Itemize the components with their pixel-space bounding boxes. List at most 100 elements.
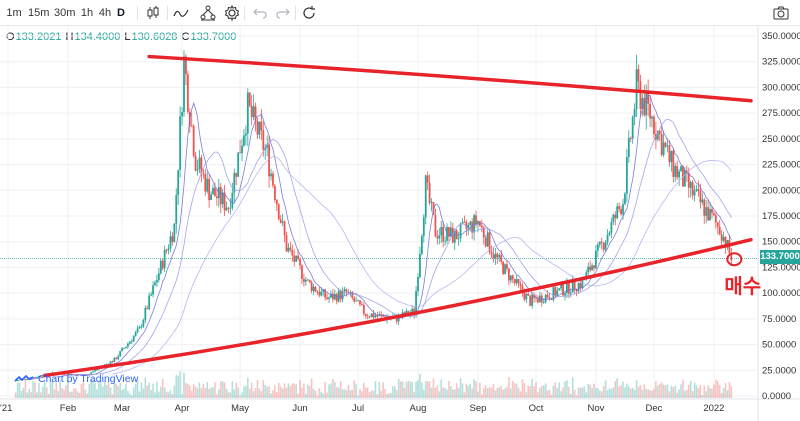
candle-body [324, 289, 327, 298]
candle-body [680, 166, 682, 172]
candle-body [293, 255, 296, 262]
candle-body [604, 242, 607, 250]
candle-body [196, 169, 199, 171]
candle-body [477, 221, 479, 225]
candle-body [517, 278, 520, 284]
candle-body [378, 314, 381, 316]
volume-bar [562, 387, 564, 398]
candle-body [695, 189, 698, 191]
volume-bar [610, 388, 613, 398]
candle-body [428, 182, 431, 203]
candle-body [177, 169, 180, 196]
candle-body [136, 328, 139, 333]
trendlines [42, 54, 753, 378]
volume-bar [678, 389, 680, 398]
settings-gear-icon[interactable] [223, 4, 241, 22]
volume-bar [691, 391, 694, 398]
volume-bar [571, 377, 574, 398]
candle-body [347, 292, 350, 294]
candle-body [80, 374, 83, 376]
interval-15m[interactable]: 15m [28, 7, 50, 19]
volume-bar [330, 383, 332, 398]
volume-bar [558, 382, 560, 398]
x-tick-label: Aug [410, 403, 427, 414]
volume-bar [392, 386, 394, 398]
volume-bar [388, 392, 390, 398]
volume-bar [552, 385, 555, 398]
redo-icon[interactable] [274, 4, 292, 22]
tradingview-watermark[interactable]: Chart by TradingView [14, 373, 138, 385]
candle-body [128, 341, 131, 344]
volume-bar [442, 387, 444, 398]
candle-body [270, 173, 272, 177]
candle-body [353, 297, 356, 302]
volume-bar [368, 392, 371, 398]
chart-grid [0, 26, 800, 421]
candle-body [277, 204, 280, 220]
volume-bar [539, 387, 541, 398]
interval-d[interactable]: D [117, 7, 125, 19]
volume-bar [372, 390, 375, 398]
compare-icon[interactable] [199, 4, 217, 22]
price-chart[interactable]: 350.0000 325.0000 300.0000 275.0000 250.0000… [0, 26, 800, 421]
interval-4h[interactable]: 4h [98, 7, 112, 19]
interval-30m[interactable]: 30m [54, 7, 76, 19]
candle-body [554, 287, 557, 296]
volume-bar [109, 387, 112, 398]
volume-bar [351, 390, 354, 398]
volume-bar [432, 378, 435, 398]
candle-body [705, 207, 708, 216]
volume-bar [718, 384, 721, 398]
volume-bar [67, 380, 69, 398]
volume-bar [666, 384, 669, 398]
candle-body [39, 376, 42, 377]
time-axis[interactable]: '21 Feb Mar Apr May Jun Jul Aug Sep Oct Nov Dec 2022 [0, 403, 724, 414]
x-tick-label: 2022 [703, 403, 724, 414]
candle-body [333, 294, 336, 300]
volume-bar [49, 381, 52, 398]
candle-body [643, 97, 646, 116]
candle-body [687, 173, 690, 188]
volume-bar [647, 389, 649, 398]
candle-body [629, 138, 632, 139]
candle-body [639, 81, 642, 110]
volume-bar [513, 383, 516, 398]
candle-body [606, 235, 609, 243]
candle-body [469, 221, 472, 225]
candle-body [134, 332, 137, 336]
volume-bar [121, 390, 123, 398]
candles-icon[interactable] [144, 4, 162, 22]
volume-bar [438, 391, 441, 398]
volume-bar [274, 384, 276, 398]
interval-1m[interactable]: 1m [6, 7, 22, 19]
refresh-icon[interactable] [300, 4, 318, 22]
volume-bar [138, 391, 141, 398]
interval-1h[interactable]: 1h [80, 7, 94, 19]
candle-body [577, 283, 580, 292]
volume-bar [150, 389, 152, 398]
volume-bar [405, 381, 408, 398]
candle-body [316, 291, 319, 293]
candle-body [248, 92, 251, 106]
candle-body [422, 217, 425, 236]
volume-bar [569, 393, 572, 398]
volume-bar [167, 392, 170, 398]
x-tick-label: Sep [470, 403, 487, 414]
indicators-icon[interactable] [172, 4, 190, 22]
y-tick-label: 300.0000 [762, 82, 800, 93]
volume-bars [14, 371, 733, 398]
candle-body [602, 242, 605, 250]
volume-bar [181, 394, 183, 398]
volume-bar [726, 390, 729, 398]
volume-bar [341, 389, 344, 398]
price-axis[interactable]: 350.0000 325.0000 300.0000 275.0000 250.0000… [762, 31, 800, 402]
volume-bar [18, 382, 21, 398]
volume-bar [614, 381, 617, 398]
volume-bar [107, 380, 110, 398]
camera-icon[interactable] [772, 4, 790, 22]
candle-body [285, 235, 288, 252]
candle-body [206, 178, 209, 192]
volume-bar [175, 375, 178, 398]
candle-body [262, 130, 265, 150]
undo-icon[interactable] [251, 4, 269, 22]
